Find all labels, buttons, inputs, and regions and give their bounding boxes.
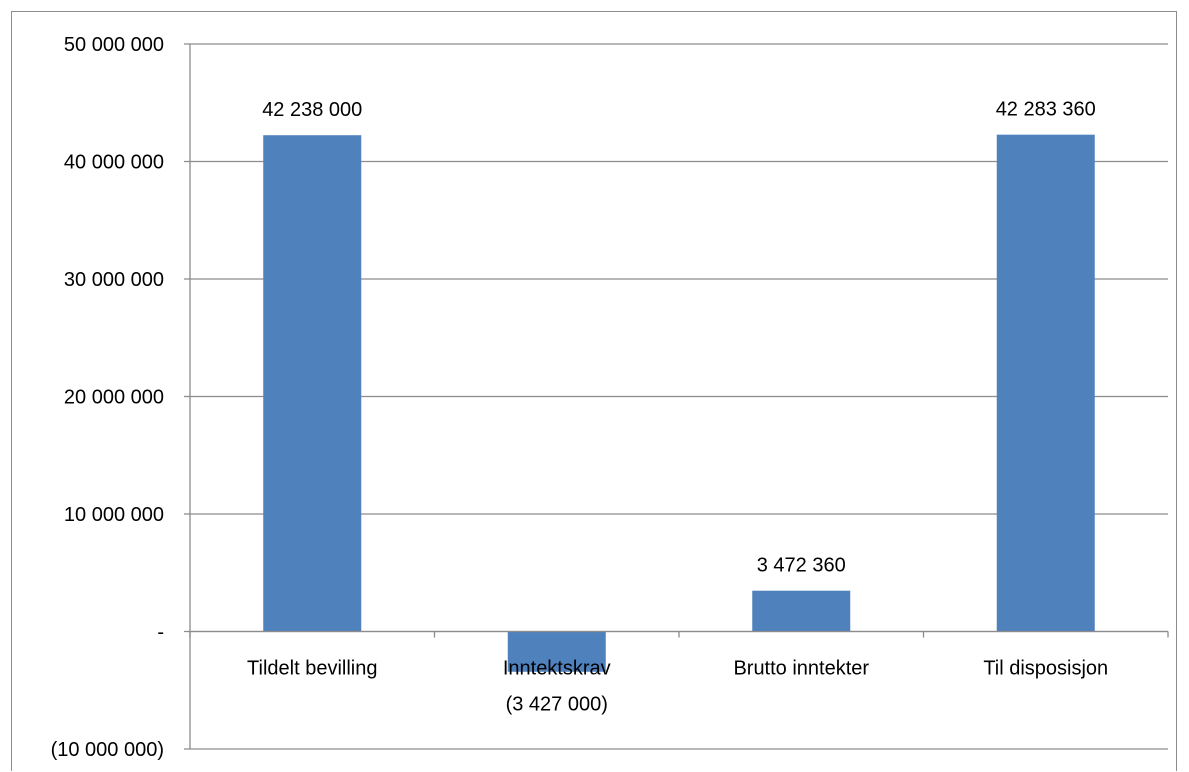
axes [189,44,1169,749]
bars [263,134,1095,672]
y-tick-label: 20 000 000 [64,387,164,409]
bar [507,631,606,672]
y-tick-label: (10 000 000) [51,739,164,761]
y-tick-label: 30 000 000 [64,269,164,291]
category-label: Tildelt bevilling [247,658,377,680]
y-tick-label: - [157,622,164,644]
bar [996,134,1095,632]
category-label: Inntektskrav [503,658,611,680]
data-label: (3 427 000) [506,694,608,716]
data-label: 3 472 360 [757,555,846,577]
y-tick-label: 10 000 000 [64,504,164,526]
category-label: Til disposisjon [983,658,1108,680]
y-tick-label: 50 000 000 [64,34,164,56]
data-labels: 42 238 000 (3 427 000) 3 472 360 42 283 360 [262,99,1096,716]
y-tick-label: 40 000 000 [64,152,164,174]
bar [752,590,851,632]
category-label: Brutto inntekter [733,658,869,680]
y-tick-labels: 50 000 000 40 000 000 30 000 000 20 000 000… [51,34,164,761]
bar [263,135,362,632]
data-label: 42 283 360 [996,99,1096,121]
data-label: 42 238 000 [262,99,362,121]
category-labels: Tildelt bevilling Inntektskrav Brutto innt… [247,658,1108,680]
